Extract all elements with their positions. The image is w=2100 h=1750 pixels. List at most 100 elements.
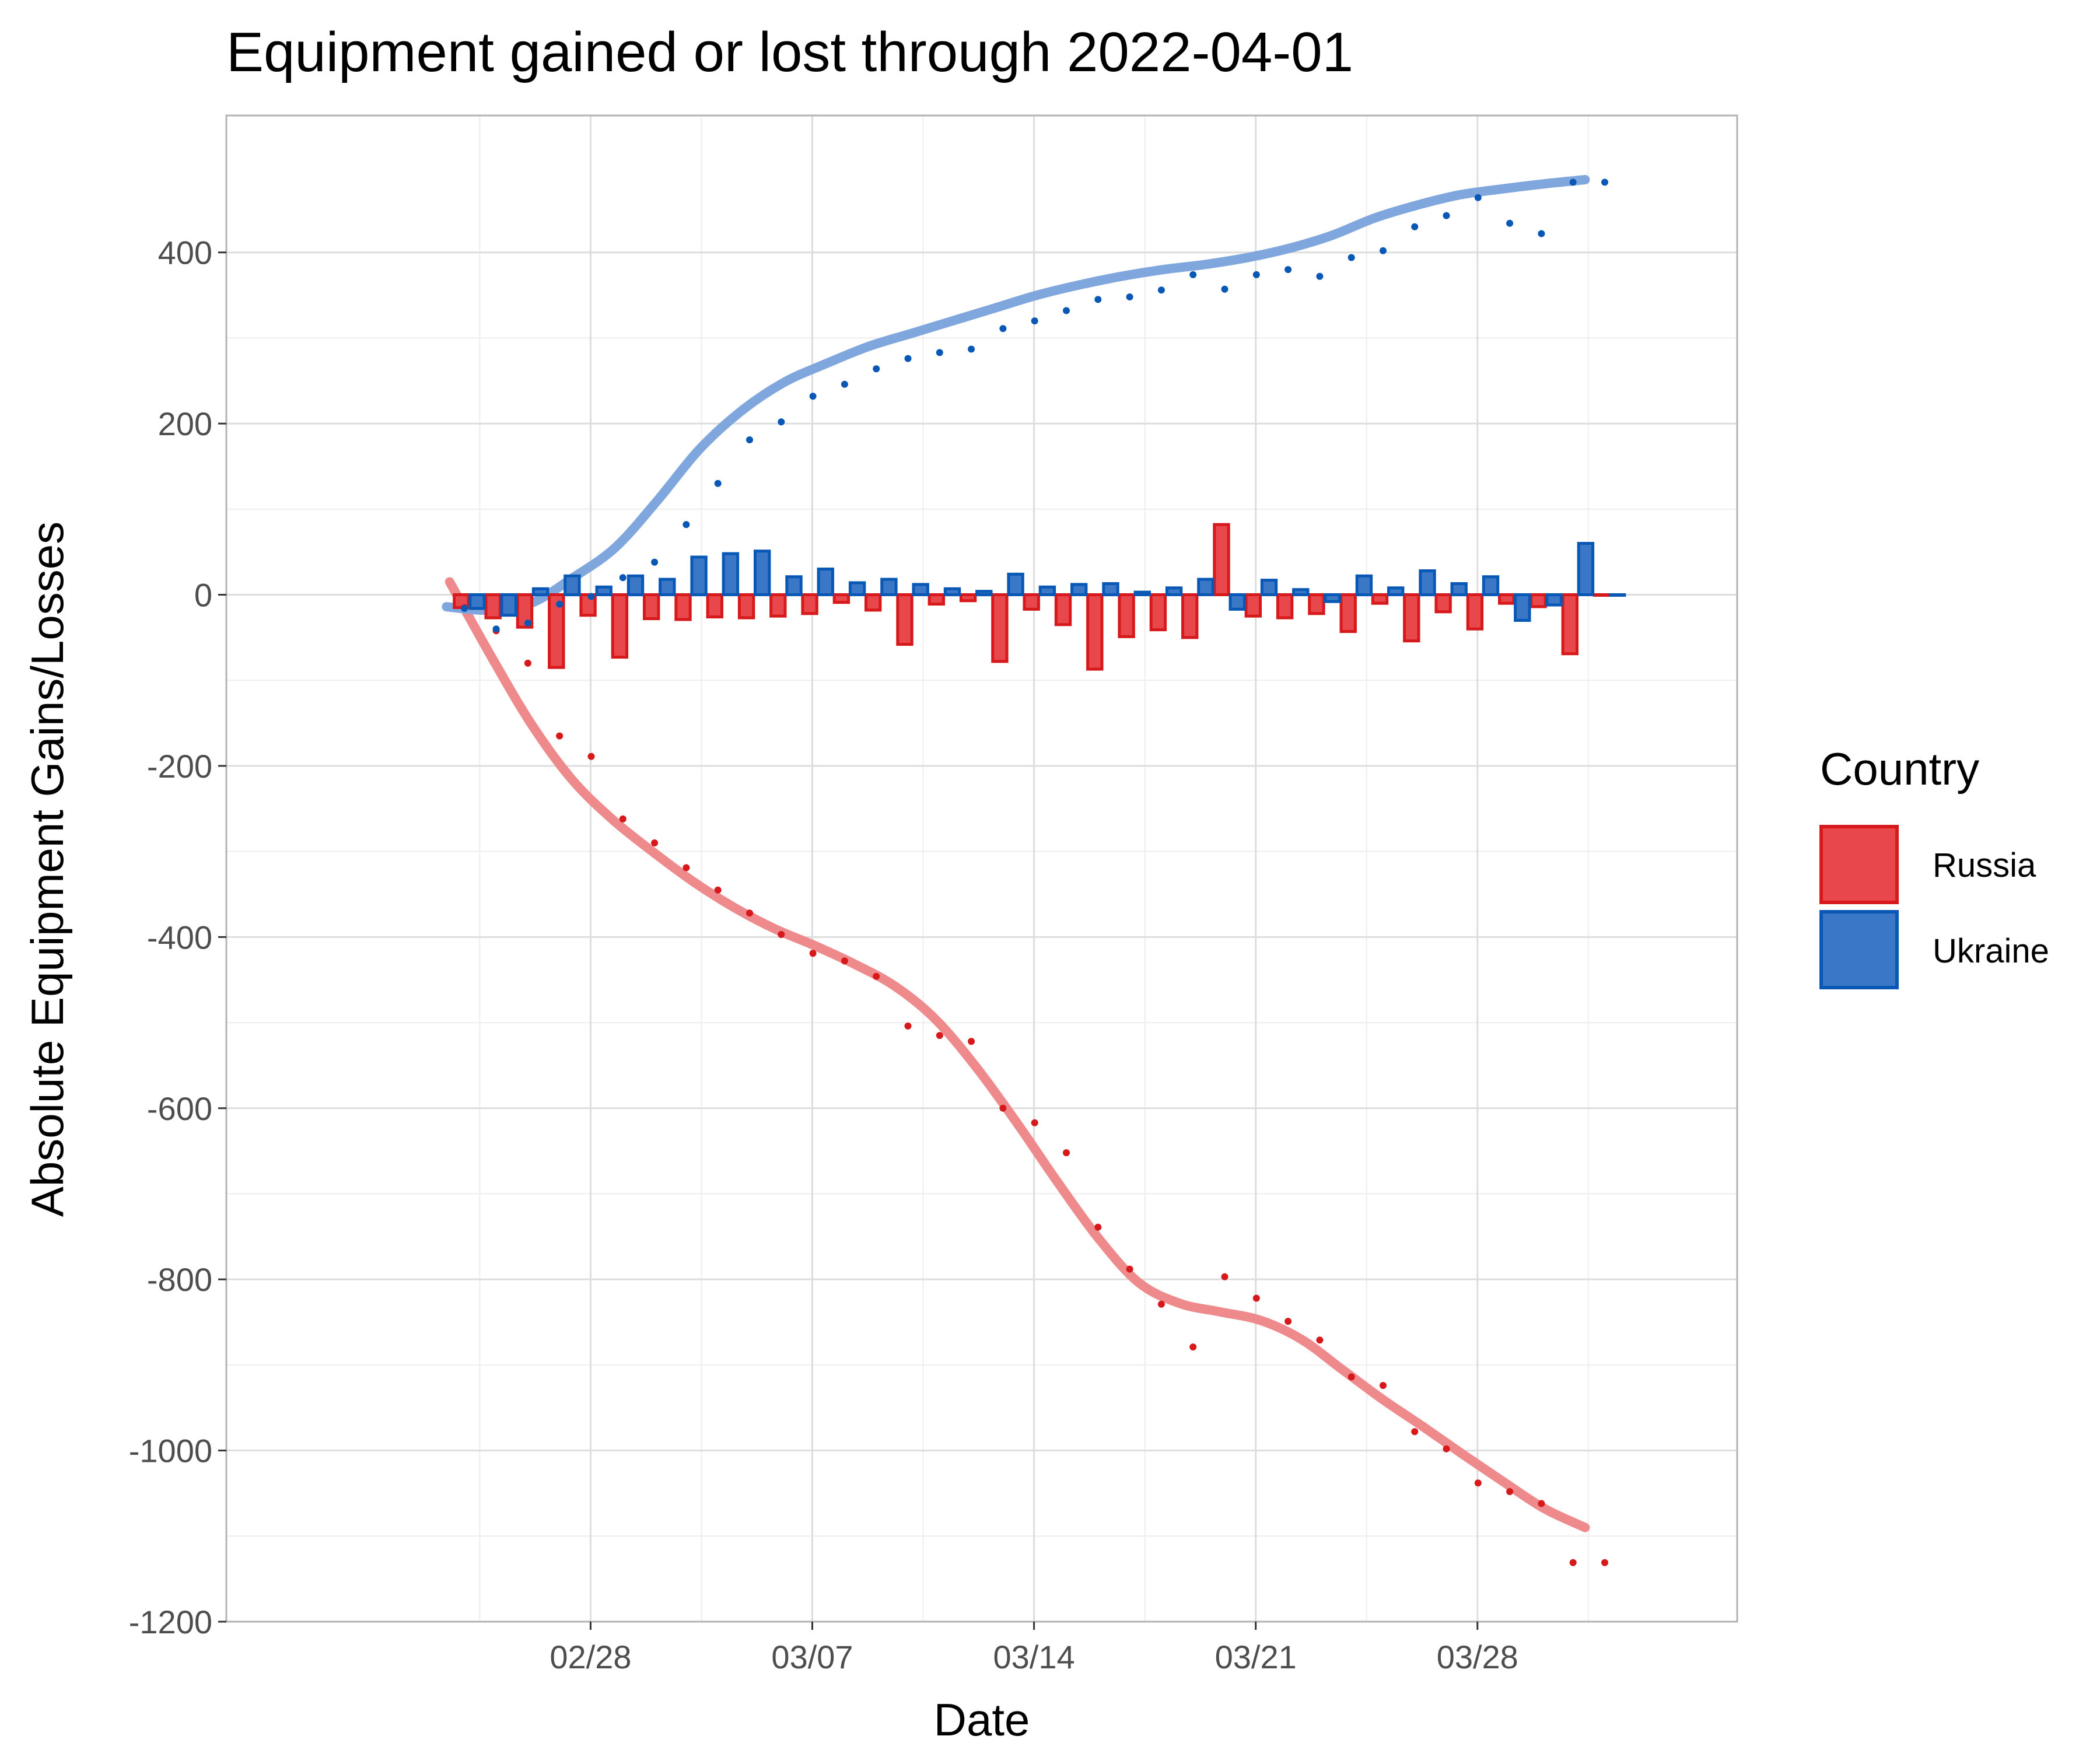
bar-russia — [1434, 593, 1452, 614]
bar-russia — [864, 593, 882, 612]
y-tick-label: 400 — [158, 235, 212, 271]
bar-ukraine — [785, 575, 803, 597]
point-ukraine — [1380, 247, 1387, 254]
bar-ukraine — [817, 568, 834, 596]
bar-ukraine — [1292, 588, 1310, 597]
bar-ukraine — [1260, 579, 1278, 596]
point-ukraine — [1221, 285, 1228, 293]
bar-russia — [1023, 593, 1040, 611]
bar-ukraine — [1102, 582, 1119, 597]
bar-russia — [1086, 593, 1104, 671]
point-ukraine — [1474, 194, 1482, 201]
bar-russia — [1561, 593, 1579, 656]
point-ukraine — [1538, 230, 1545, 237]
bar-russia — [611, 593, 629, 659]
point-russia — [619, 815, 626, 822]
smooth-line-russia — [444, 577, 1590, 1532]
legend-label-russia: Russia — [1933, 846, 2036, 884]
point-ukraine — [1411, 223, 1419, 230]
bar-russia — [1466, 593, 1484, 631]
bar-ukraine — [659, 578, 676, 596]
point-ukraine — [587, 593, 595, 600]
point-russia — [841, 957, 848, 965]
bar-russia — [1054, 593, 1072, 626]
point-ukraine — [492, 625, 500, 633]
bar-ukraine — [1482, 575, 1500, 597]
point-ukraine — [1063, 307, 1070, 314]
bar-ukraine — [1197, 578, 1214, 596]
point-ukraine — [1126, 293, 1133, 300]
x-tick-label: 03/21 — [1215, 1639, 1297, 1675]
bar-ukraine — [1355, 574, 1373, 597]
bar-russia — [1498, 593, 1516, 605]
bar-russia — [1276, 593, 1294, 620]
y-tick-label: -1000 — [129, 1433, 212, 1469]
bar-ukraine — [626, 574, 645, 597]
bar-ukraine — [1228, 593, 1246, 611]
bar-ukraine — [1324, 593, 1341, 603]
point-russia — [1569, 1559, 1577, 1566]
bar-ukraine — [975, 590, 993, 597]
smooth-line-ukraine — [442, 175, 1590, 615]
bar-ukraine — [564, 574, 581, 597]
legend-label-ukraine: Ukraine — [1933, 932, 2049, 970]
point-russia — [1601, 1559, 1608, 1566]
bar-ukraine — [1609, 593, 1626, 597]
point-russia — [1316, 1336, 1324, 1344]
point-ukraine — [1031, 317, 1038, 325]
point-russia — [524, 659, 531, 667]
point-ukraine — [461, 605, 468, 612]
point-russia — [968, 1038, 975, 1045]
point-russia — [1094, 1223, 1102, 1231]
bar-russia — [1371, 593, 1389, 605]
point-ukraine — [1189, 271, 1197, 278]
y-axis-title: Absolute Equipment Gains/Losses — [22, 522, 73, 1217]
point-russia — [1506, 1488, 1514, 1495]
bar-russia — [928, 593, 945, 606]
legend-title: Country — [1820, 743, 1979, 794]
x-tick-label: 03/14 — [993, 1639, 1075, 1675]
point-russia — [746, 909, 753, 917]
point-ukraine — [1506, 219, 1514, 227]
point-ukraine — [1316, 272, 1324, 280]
point-russia — [682, 864, 690, 872]
point-ukraine — [682, 521, 690, 528]
bar-russia — [1308, 593, 1325, 615]
point-russia — [1126, 1265, 1133, 1273]
grid-minor — [226, 116, 1737, 1622]
point-russia — [1411, 1428, 1419, 1436]
daily-change-bars — [453, 523, 1626, 671]
point-russia — [1380, 1382, 1387, 1390]
point-ukraine — [1252, 271, 1260, 278]
bar-russia — [832, 593, 850, 604]
legend-key-ukraine — [1819, 910, 1899, 989]
panel-border — [225, 114, 1738, 1623]
bar-russia — [674, 593, 692, 621]
bar-russia — [991, 593, 1009, 663]
point-russia — [1538, 1500, 1545, 1507]
bar-russia — [1339, 593, 1357, 634]
x-tick-label: 03/28 — [1437, 1639, 1518, 1675]
y-tick-label: -800 — [147, 1261, 212, 1298]
bar-ukraine — [1007, 572, 1024, 596]
y-tick-label: -400 — [147, 919, 212, 956]
point-ukraine — [556, 600, 564, 608]
bar-russia — [769, 593, 787, 618]
x-axis: 02/28 03/07 03/14 03/21 03/28 — [550, 1622, 1518, 1675]
bar-ukraine — [943, 587, 961, 597]
y-tick-label: -600 — [147, 1090, 212, 1127]
y-axis: 400 200 0 -200 -400 -600 -800 -1000 -1200 — [129, 235, 226, 1640]
chart-title: Equipment gained or lost through 2022-04… — [226, 21, 1353, 83]
smoothed-lines — [442, 175, 1590, 1532]
point-ukraine — [904, 355, 912, 362]
point-russia — [1284, 1318, 1292, 1325]
point-ukraine — [651, 558, 659, 566]
bar-russia — [706, 593, 723, 619]
bar-ukraine — [1038, 585, 1056, 596]
point-ukraine — [714, 480, 722, 487]
point-russia — [778, 931, 785, 938]
bar-ukraine — [1450, 582, 1468, 597]
point-ukraine — [778, 418, 785, 426]
point-russia — [1252, 1294, 1260, 1302]
y-tick-label: -200 — [147, 748, 212, 785]
